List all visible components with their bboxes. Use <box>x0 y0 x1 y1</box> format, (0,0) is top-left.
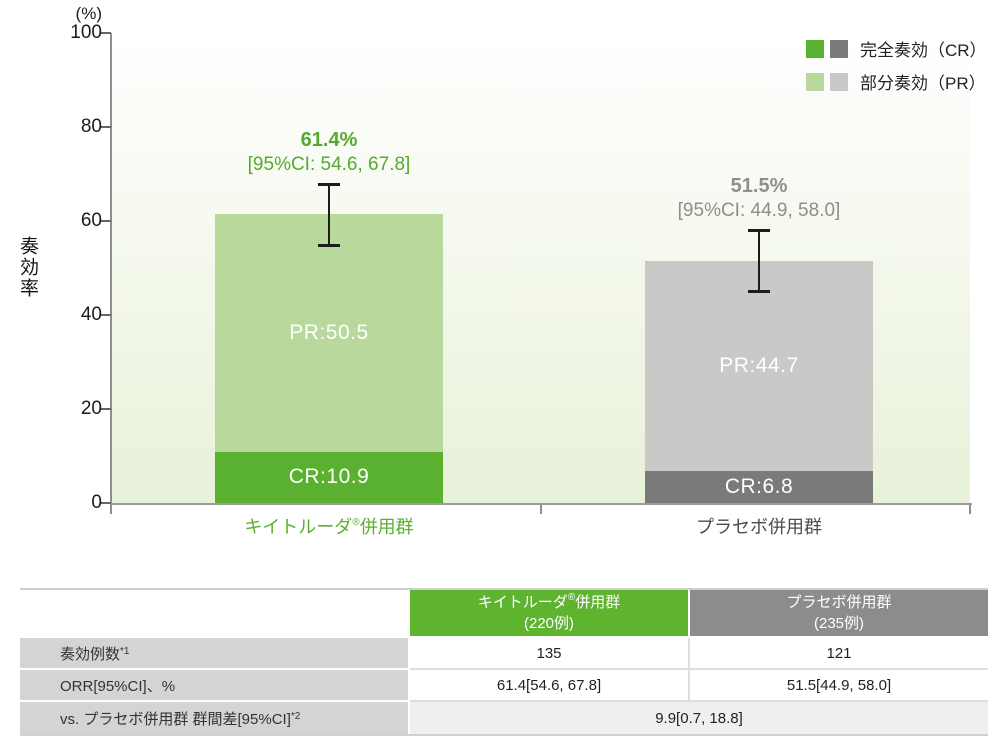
placebo-error-bar-bottom-cap <box>748 289 770 293</box>
pr-gray-swatch-icon <box>830 72 848 91</box>
keytruda-error-bar-top-cap <box>318 183 340 187</box>
y-tick-label: 100 <box>70 22 102 43</box>
legend-label-cr: 完全奏効（CR） <box>860 41 987 60</box>
placebo-orr-ci: [95%CI: 44.9, 58.0] <box>677 200 841 222</box>
category-label-placebo: プラセボ併用群 <box>589 513 929 539</box>
bar-placebo-cr-value: CR:6.8 <box>724 475 794 498</box>
table-header-placebo: プラセボ併用群 (235例) <box>690 590 988 638</box>
responders-keytruda: 135 <box>410 638 690 670</box>
category-label-keytruda-text: キイトルーダ <box>244 517 353 537</box>
y-tick-label: 20 <box>80 398 102 419</box>
y-tick-mark <box>101 32 111 34</box>
y-tick-mark <box>101 220 111 222</box>
row-label-responders: 奏効例数 *1 <box>20 638 410 670</box>
legend-row-cr: 完全奏効（CR） <box>806 36 987 61</box>
table-header-empty-cell <box>20 590 410 638</box>
keytruda-orr-annotation: 61.4% [95%CI: 54.6, 67.8] <box>159 128 499 177</box>
cr-gray-swatch-icon <box>830 39 848 58</box>
keytruda-error-bar <box>328 184 330 247</box>
bar-placebo-pr-segment: PR:44.7 <box>645 260 873 472</box>
bar-keytruda-cr-segment: CR:10.9 <box>215 451 443 503</box>
category-label-keytruda-suffix: 併用群 <box>359 517 414 537</box>
responders-placebo: 121 <box>690 638 988 670</box>
row-label-difference: vs. プラセボ併用群 群間差[95%CI] *2 <box>20 702 410 734</box>
y-tick-label: 60 <box>80 210 102 231</box>
bar-placebo-pr-value: PR:44.7 <box>719 353 799 377</box>
bar-keytruda-cr-value: CR:10.9 <box>288 465 370 489</box>
cr-green-swatch-icon <box>806 39 824 58</box>
placebo-error-bar-top-cap <box>748 229 770 233</box>
registered-mark: ® <box>352 517 360 528</box>
placebo-orr-value: 51.5% <box>730 175 788 198</box>
y-axis <box>110 33 112 514</box>
x-axis <box>110 503 972 505</box>
bar-keytruda-pr-segment: PR:50.5 <box>215 214 443 452</box>
placebo-orr-annotation: 51.5% [95%CI: 44.9, 58.0] <box>589 174 929 223</box>
bar-placebo-cr-segment: CR:6.8 <box>645 471 873 503</box>
table-header-placebo-name: プラセボ併用群 <box>786 594 892 611</box>
table-header-placebo-n: (235例) <box>813 615 865 632</box>
x-tick-mark <box>540 505 542 514</box>
pr-green-swatch-icon <box>806 72 824 91</box>
table-header-keytruda-name: キイトルーダ®併用群 <box>477 592 621 612</box>
row-label-orr: ORR[95%CI]、% <box>20 670 410 702</box>
orr-keytruda: 61.4[54.6, 67.8] <box>410 670 690 702</box>
y-tick-mark <box>101 408 111 410</box>
y-axis-unit-label: (%) <box>75 4 102 23</box>
keytruda-orr-value: 61.4% <box>300 129 358 152</box>
legend: 完全奏効（CR） 部分奏効（PR） <box>806 36 987 102</box>
legend-row-pr: 部分奏効（PR） <box>806 69 987 94</box>
table-header-keytruda: キイトルーダ®併用群 (220例) <box>410 590 690 638</box>
y-axis-title: 奏効率 <box>17 236 38 299</box>
bar-keytruda-pr-value: PR:50.5 <box>289 321 369 345</box>
y-tick-label: 80 <box>80 116 102 137</box>
placebo-error-bar <box>758 230 760 292</box>
category-label-placebo-text: プラセボ併用群 <box>696 517 822 537</box>
orr-placebo: 51.5[44.9, 58.0] <box>690 670 988 702</box>
y-tick-label: 40 <box>80 304 102 325</box>
keytruda-orr-ci: [95%CI: 54.6, 67.8] <box>247 154 411 176</box>
keytruda-error-bar-bottom-cap <box>318 244 340 248</box>
y-tick-mark <box>101 502 111 504</box>
orr-stacked-bar-chart: 0 20 40 60 80 100 (%) 奏効率 完全奏効（CR） 部分奏効（PR） P… <box>17 4 987 539</box>
category-label-keytruda: キイトルーダ®併用群 <box>159 513 499 539</box>
table-header-keytruda-n: (220例) <box>523 615 575 632</box>
y-tick-mark <box>101 126 111 128</box>
results-table: キイトルーダ®併用群 (220例) プラセボ併用群 (235例) 奏効例数 *1 … <box>20 588 988 736</box>
y-tick-label: 0 <box>91 492 102 513</box>
legend-label-pr: 部分奏効（PR） <box>860 74 986 93</box>
x-tick-mark <box>969 505 971 514</box>
difference-value: 9.9[0.7, 18.8] <box>410 702 988 734</box>
y-tick-mark <box>101 314 111 316</box>
